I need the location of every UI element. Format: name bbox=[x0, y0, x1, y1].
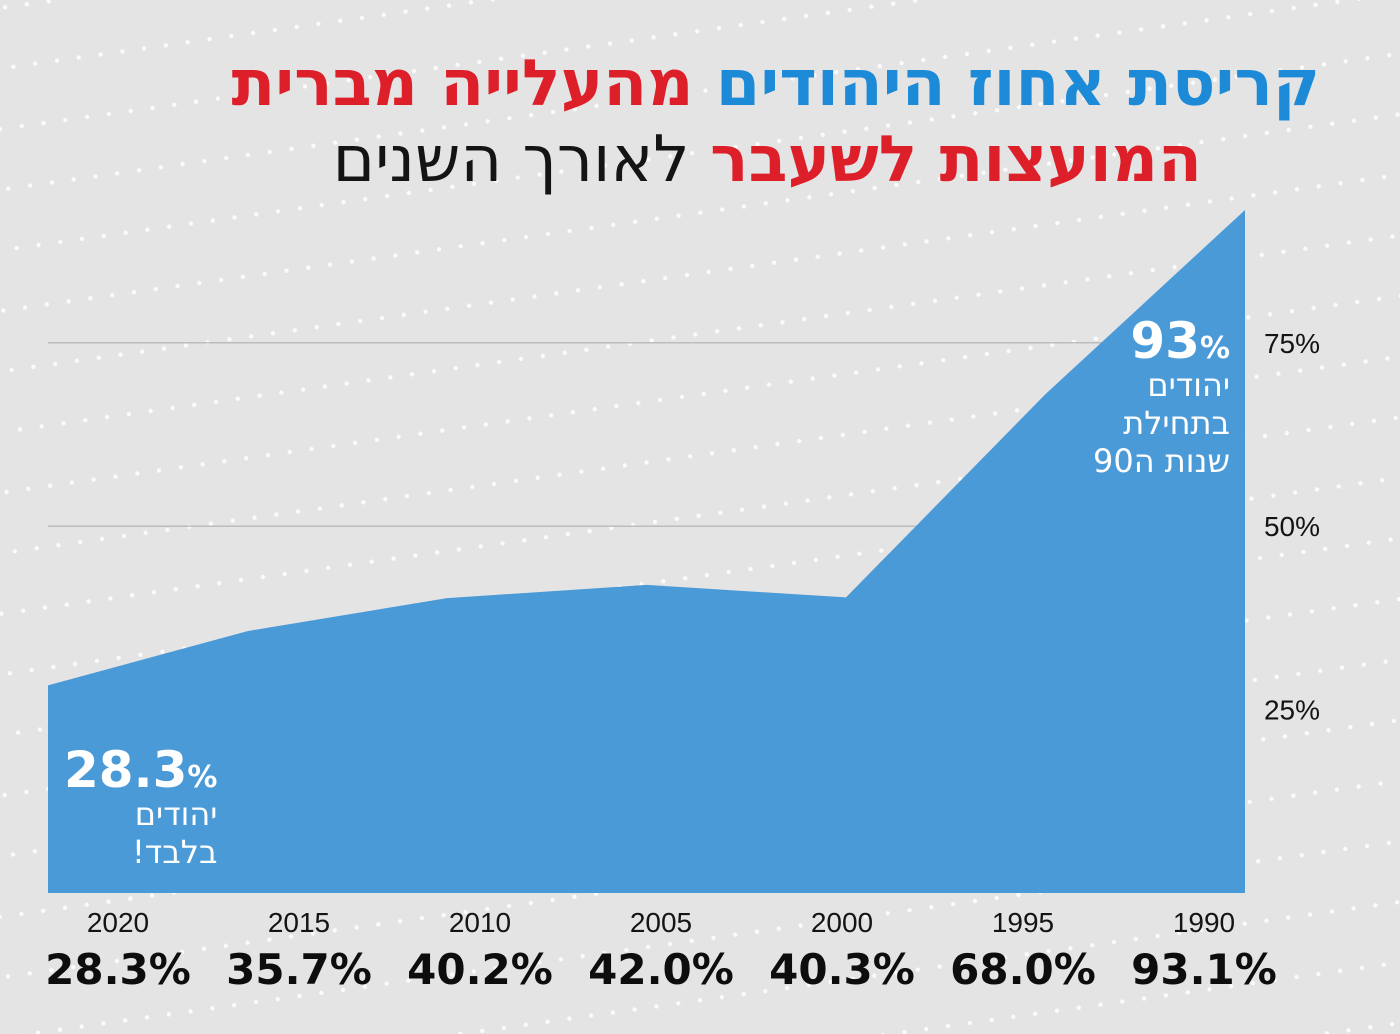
x-tick-label: 2010 bbox=[449, 907, 511, 938]
chart-title-line-1: קריסת אחוז היהודים מהעלייה מברית bbox=[232, 48, 1321, 120]
y-tick-label: 25% bbox=[1264, 695, 1320, 726]
x-tick-label: 2015 bbox=[268, 907, 330, 938]
data-label: 40.3% bbox=[769, 945, 915, 994]
data-label: 93.1% bbox=[1131, 945, 1277, 994]
title-red-text-2: המועצות לשעבר bbox=[709, 123, 1202, 197]
callout-start-line-1: יהודים bbox=[1147, 366, 1230, 404]
chart-title-line-2: המועצות לשעבר לאורך השנים bbox=[333, 124, 1202, 196]
y-tick-label: 50% bbox=[1264, 511, 1320, 542]
callout-start-num: 93 bbox=[1130, 312, 1200, 370]
title-blue-text: קריסת אחוז היהודים bbox=[715, 47, 1320, 121]
callout-end-num: 28.3 bbox=[64, 741, 188, 799]
data-label: 35.7% bbox=[226, 945, 372, 994]
y-tick-label: 75% bbox=[1264, 328, 1320, 359]
area-series bbox=[48, 210, 1245, 893]
x-tick-label: 1990 bbox=[1173, 907, 1235, 938]
x-tick-label: 1995 bbox=[992, 907, 1054, 938]
x-tick-label: 2000 bbox=[811, 907, 873, 938]
title-black-text: לאורך השנים bbox=[332, 123, 690, 197]
callout-start-value: 93% יהודים בתחילת שנות ה90 bbox=[1093, 316, 1230, 480]
data-label: 28.3% bbox=[45, 945, 191, 994]
callout-end-value: 28.3% יהודים בלבד! bbox=[64, 745, 217, 871]
callout-start-unit: % bbox=[1199, 331, 1230, 366]
data-label: 68.0% bbox=[950, 945, 1096, 994]
data-label: 40.2% bbox=[407, 945, 553, 994]
callout-end-unit: % bbox=[187, 760, 218, 795]
callout-end-line-2: בלבד! bbox=[131, 833, 218, 871]
x-tick-label: 2005 bbox=[630, 907, 692, 938]
callout-start-line-3: שנות ה90 bbox=[1092, 442, 1230, 480]
title-red-text: מהעלייה מברית bbox=[231, 47, 694, 121]
callout-start-line-2: בתחילת bbox=[1123, 404, 1230, 442]
data-label: 42.0% bbox=[588, 945, 734, 994]
callout-end-number: 28.3% bbox=[64, 745, 217, 795]
x-tick-label: 2020 bbox=[87, 907, 149, 938]
callout-start-number: 93% bbox=[1093, 316, 1230, 366]
callout-end-line-1: יהודים bbox=[134, 795, 218, 833]
